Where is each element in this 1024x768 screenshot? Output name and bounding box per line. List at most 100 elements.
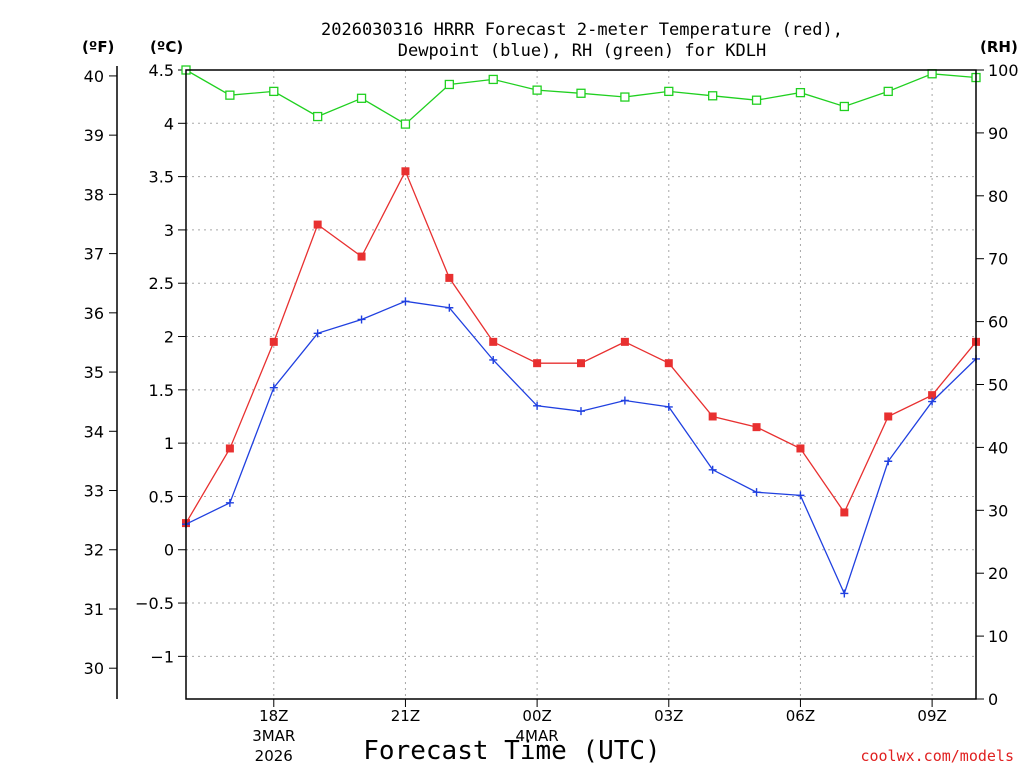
dewpoint-point bbox=[313, 329, 322, 338]
rh-point bbox=[883, 86, 893, 97]
rh-tick-label: 70 bbox=[988, 250, 1008, 269]
celsius-tick-label: −0.5 bbox=[135, 594, 174, 613]
rh-point bbox=[313, 111, 323, 122]
rh-point bbox=[620, 92, 630, 102]
dewpoint-point bbox=[796, 491, 805, 500]
fahrenheit-tick-label: 37 bbox=[84, 245, 104, 264]
temperature-point bbox=[928, 391, 937, 400]
rh-tick-label: 40 bbox=[988, 438, 1008, 457]
fahrenheit-tick-label: 35 bbox=[84, 363, 104, 382]
rh-point bbox=[400, 119, 411, 129]
fahrenheit-unit-label: (ºF) bbox=[82, 38, 114, 56]
celsius-unit-label: (ºC) bbox=[150, 38, 183, 56]
rh-point bbox=[444, 79, 454, 90]
rh-point bbox=[225, 90, 235, 100]
rh-tick-label: 100 bbox=[988, 61, 1019, 80]
rh-point bbox=[664, 86, 674, 97]
celsius-tick-label: 1 bbox=[164, 434, 174, 453]
temperature-point bbox=[533, 359, 542, 368]
rh-point bbox=[751, 95, 762, 105]
rh-tick-label: 20 bbox=[988, 564, 1008, 583]
fahrenheit-axis: 40 39 38 37 36 35 34 33 32 31 30 bbox=[84, 66, 118, 699]
time-tick-label: 18Z bbox=[259, 707, 288, 725]
chart-title-line2: Dewpoint (blue), RH (green) for KDLH bbox=[398, 41, 766, 61]
dewpoint-point bbox=[357, 315, 366, 324]
temperature-point bbox=[445, 273, 454, 282]
celsius-tick-label: 1.5 bbox=[149, 381, 174, 400]
celsius-tick-label: −1 bbox=[150, 647, 174, 666]
temperature-line bbox=[185, 169, 977, 524]
rh-tick-label: 60 bbox=[988, 313, 1008, 332]
temperature-point bbox=[577, 359, 585, 368]
temperature-point bbox=[313, 220, 322, 229]
temperature-point bbox=[796, 444, 805, 453]
rh-unit-label: (RH) bbox=[980, 38, 1018, 56]
rh-tick-label: 30 bbox=[988, 501, 1008, 520]
dewpoint-point bbox=[884, 457, 893, 466]
celsius-tick-label: 4 bbox=[164, 114, 174, 133]
time-tick-date: 4MAR bbox=[516, 727, 559, 745]
temperature-point bbox=[401, 167, 410, 176]
celsius-tick-label: 3.5 bbox=[149, 168, 174, 187]
plot-series bbox=[181, 65, 981, 598]
time-tick-label: 03Z bbox=[654, 707, 683, 725]
dewpoint-point bbox=[489, 355, 498, 364]
dewpoint-point bbox=[533, 401, 542, 410]
temperature-point bbox=[357, 252, 366, 261]
rh-point bbox=[356, 93, 367, 103]
dewpoint-point bbox=[577, 407, 585, 416]
rh-point bbox=[269, 86, 279, 97]
fahrenheit-tick-label: 36 bbox=[84, 304, 104, 323]
celsius-tick-label: 0 bbox=[164, 541, 174, 560]
rh-point bbox=[532, 85, 542, 95]
rh-tick-label: 50 bbox=[988, 376, 1008, 395]
dewpoint-line bbox=[185, 300, 977, 596]
dewpoint-point bbox=[269, 383, 278, 392]
rh-point bbox=[488, 74, 498, 85]
temperature-point bbox=[708, 412, 717, 421]
celsius-axis: 4.5 4 3.5 3 2.5 2 1.5 1 0.5 0 −0.5 −1 bbox=[135, 61, 186, 666]
time-tick-date: 3MAR bbox=[252, 727, 295, 745]
time-tick-label: 09Z bbox=[917, 707, 946, 725]
celsius-tick-label: 3 bbox=[164, 221, 174, 240]
x-axis-title: Forecast Time (UTC) bbox=[363, 736, 660, 766]
time-tick-label: 00Z bbox=[522, 707, 551, 725]
fahrenheit-tick-label: 30 bbox=[84, 659, 104, 678]
rh-tick-label: 10 bbox=[988, 627, 1008, 646]
chart-title-line1: 2026030316 HRRR Forecast 2-meter Tempera… bbox=[321, 20, 843, 40]
time-tick-label: 06Z bbox=[786, 707, 815, 725]
rh-point bbox=[795, 87, 806, 98]
time-tick-year: 2026 bbox=[255, 747, 293, 765]
rh-point bbox=[839, 101, 849, 112]
rh-tick-label: 0 bbox=[988, 690, 998, 709]
plot-frame bbox=[185, 69, 977, 700]
time-axis: 18Z 3MAR 2026 21Z 00Z 4MAR 03Z 06Z 09Z bbox=[252, 699, 947, 765]
temperature-point bbox=[489, 337, 498, 346]
rh-point bbox=[927, 69, 937, 79]
temperature-point bbox=[620, 337, 629, 346]
temperature-point bbox=[840, 508, 849, 517]
dewpoint-point bbox=[928, 397, 937, 406]
dewpoint-point bbox=[708, 465, 717, 474]
credit-text: coolwx.com/models bbox=[860, 747, 1014, 765]
temperature-point bbox=[664, 359, 673, 368]
fahrenheit-tick-label: 33 bbox=[84, 482, 104, 501]
temperature-point bbox=[752, 423, 761, 432]
dewpoint-point bbox=[664, 402, 673, 411]
fahrenheit-tick-label: 39 bbox=[84, 126, 104, 145]
celsius-tick-label: 2 bbox=[164, 328, 174, 347]
fahrenheit-tick-label: 32 bbox=[84, 541, 104, 560]
rh-point bbox=[576, 88, 586, 98]
dewpoint-point bbox=[225, 498, 234, 507]
grid-lines bbox=[186, 70, 976, 699]
temperature-point bbox=[225, 444, 234, 453]
dewpoint-point bbox=[445, 303, 454, 312]
rh-point bbox=[708, 91, 718, 101]
dewpoint-point bbox=[840, 589, 849, 598]
dewpoint-point bbox=[620, 396, 629, 405]
fahrenheit-tick-label: 31 bbox=[84, 600, 104, 619]
dewpoint-point bbox=[752, 488, 761, 497]
celsius-tick-label: 2.5 bbox=[149, 274, 174, 293]
